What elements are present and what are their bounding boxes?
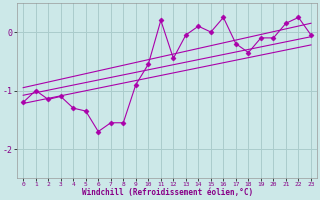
X-axis label: Windchill (Refroidissement éolien,°C): Windchill (Refroidissement éolien,°C) xyxy=(82,188,253,197)
